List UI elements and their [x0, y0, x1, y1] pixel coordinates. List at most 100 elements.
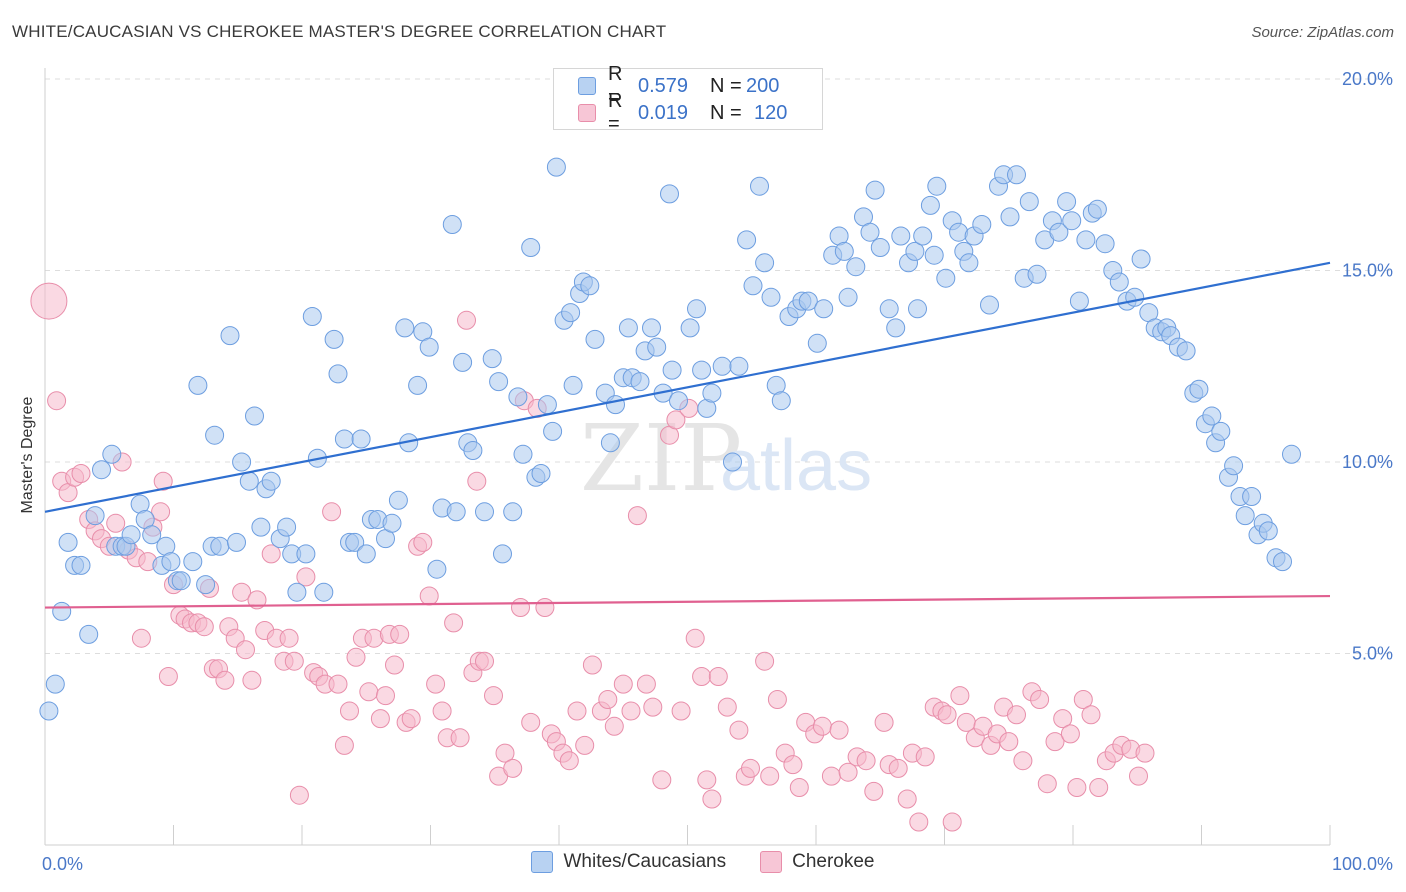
white-point	[1062, 211, 1082, 231]
legend-label-whites: Whites/Caucasians	[563, 851, 727, 872]
cherokee-point	[521, 712, 541, 732]
white-point	[277, 517, 297, 537]
white-point	[345, 532, 365, 552]
cherokee-point	[236, 640, 255, 660]
white-point	[102, 444, 122, 464]
white-point	[328, 364, 348, 384]
cherokee-point	[242, 670, 262, 690]
white-point	[39, 701, 59, 721]
cherokee-point	[621, 701, 641, 721]
white-point	[537, 395, 557, 415]
cherokee-point	[697, 770, 717, 790]
white-point	[702, 383, 722, 403]
cherokee-point	[484, 686, 503, 706]
white-point	[642, 318, 661, 338]
white-point	[680, 318, 700, 338]
white-point	[1125, 287, 1145, 307]
white-point	[886, 318, 906, 338]
cherokee-point	[671, 701, 691, 721]
white-point	[58, 532, 78, 552]
white-point	[427, 559, 447, 579]
cherokee-point	[874, 712, 894, 732]
white-point	[891, 226, 911, 246]
white-point	[1027, 264, 1047, 284]
white-point	[543, 421, 563, 441]
white-point	[908, 299, 927, 319]
white-point	[1076, 230, 1096, 250]
cherokee-point	[247, 590, 267, 610]
cherokee-points	[30, 282, 1155, 832]
cherokee-point	[419, 586, 439, 606]
white-point	[71, 555, 91, 575]
white-point	[1087, 199, 1107, 219]
white-point	[408, 375, 428, 395]
cherokee-point	[888, 758, 908, 778]
white-point	[771, 391, 791, 411]
white-point	[798, 291, 818, 311]
n-value: 120	[754, 101, 788, 124]
white-trend-line	[44, 261, 1331, 513]
white-point	[546, 157, 566, 177]
white-point	[79, 624, 99, 644]
white-point	[482, 349, 502, 369]
white-point	[936, 268, 956, 288]
white-point	[1189, 379, 1209, 399]
white-point	[1211, 421, 1231, 441]
white-point	[687, 299, 706, 319]
cherokee-point	[467, 471, 487, 491]
watermark-atlas: atlas	[720, 426, 872, 506]
cherokee-point	[741, 758, 760, 778]
white-point	[489, 372, 509, 392]
trend-lines	[44, 261, 1331, 609]
legend-label-cherokee: Cherokee	[792, 851, 875, 872]
cherokee-point	[535, 598, 555, 617]
pink-swatch	[578, 104, 596, 122]
cherokee-point	[401, 709, 421, 729]
cherokee-point	[215, 670, 235, 690]
white-point	[493, 544, 512, 564]
cherokee-point	[194, 617, 214, 637]
cherokee-point	[106, 513, 126, 533]
cherokee-point	[328, 674, 348, 694]
white-point	[913, 226, 933, 246]
cherokee-point	[755, 651, 775, 671]
white-point	[205, 425, 225, 445]
cherokee-point	[232, 582, 252, 602]
white-point	[755, 253, 775, 273]
white-point	[513, 444, 533, 464]
y-tick-label: 20.0%	[1342, 69, 1393, 89]
cherokee-point	[1089, 778, 1109, 797]
pink-swatch	[760, 851, 783, 873]
white-point	[314, 582, 334, 602]
legend-row-whites: R = 0.579 N = 200	[554, 63, 779, 108]
white-point	[302, 307, 322, 326]
r-label: R =	[608, 90, 623, 135]
white-point	[692, 360, 712, 380]
cherokee-point	[1073, 690, 1093, 709]
white-point	[85, 506, 105, 526]
white-point	[949, 222, 969, 242]
white-point	[121, 525, 141, 545]
cherokee-point	[1007, 705, 1026, 725]
white-point	[1131, 249, 1151, 269]
legend-item-whites[interactable]: Whites/Caucasians	[531, 851, 726, 873]
legend-item-cherokee[interactable]: Cherokee	[760, 851, 875, 873]
white-point	[508, 387, 528, 407]
cherokee-point	[450, 728, 470, 748]
white-point	[1095, 234, 1115, 254]
cherokee-point	[444, 613, 464, 633]
cherokee-point	[897, 789, 917, 809]
white-point	[870, 238, 890, 257]
cherokee-point	[950, 686, 970, 706]
white-point	[442, 215, 462, 234]
white-point	[388, 490, 408, 510]
cherokee-point	[284, 651, 304, 671]
cherokee-point	[1045, 732, 1065, 752]
white-point	[630, 372, 650, 392]
cherokee-point	[376, 686, 395, 706]
cherokee-point	[1013, 751, 1033, 771]
white-point	[750, 176, 769, 196]
legend-row-cherokee: R = 0.019 N = 120	[554, 90, 788, 135]
white-point	[45, 674, 65, 694]
